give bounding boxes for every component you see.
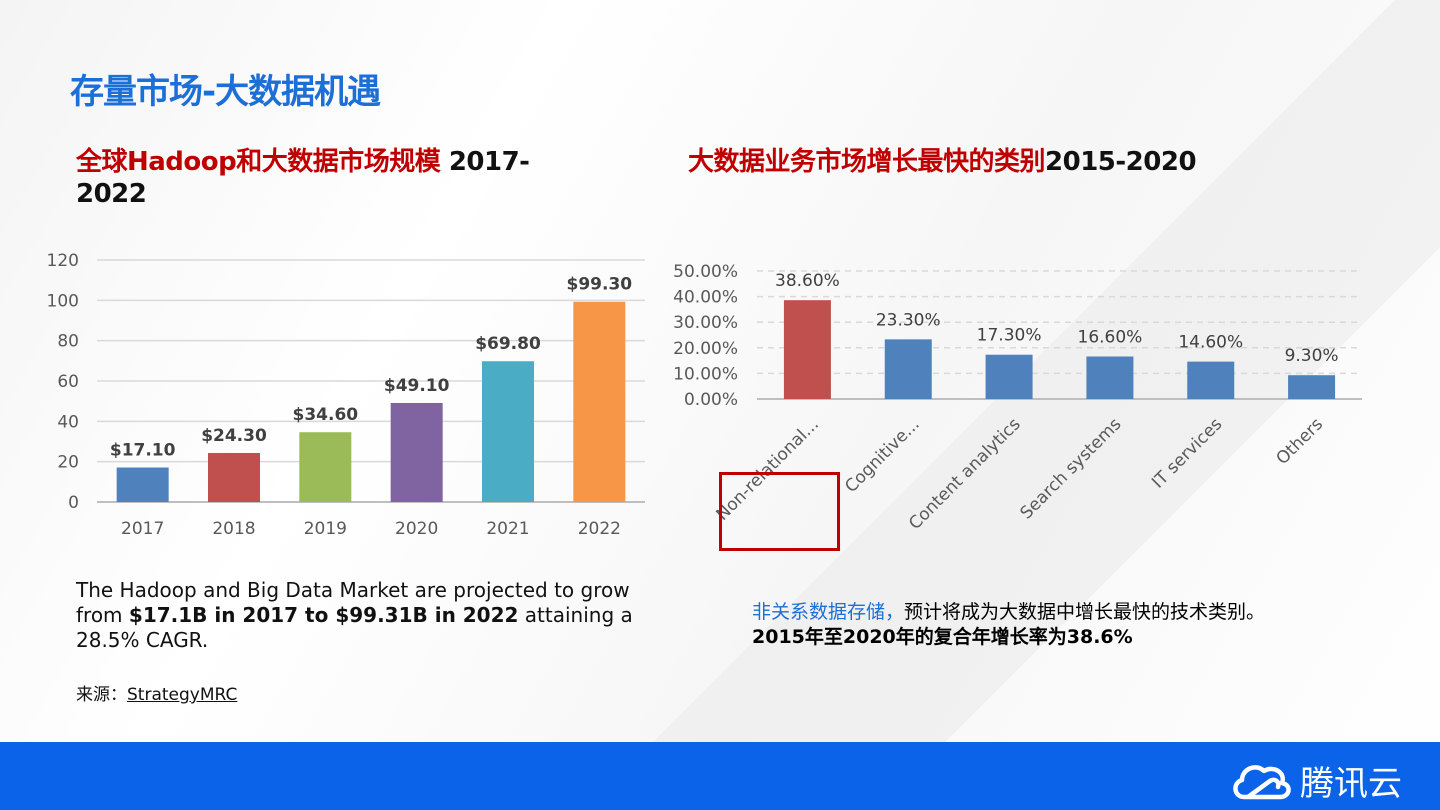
data-label: 9.30% bbox=[1285, 346, 1339, 366]
y-tick-label: 40 bbox=[57, 412, 79, 432]
data-label: $69.80 bbox=[475, 334, 541, 354]
x-tick-label: IT services bbox=[1148, 414, 1226, 492]
bar bbox=[482, 361, 534, 502]
x-tick-label: Cognitive... bbox=[841, 414, 924, 497]
data-label: $34.60 bbox=[293, 405, 359, 425]
left-title-red: 全球Hadoop和大数据市场规模 bbox=[76, 147, 441, 177]
left-chart-title: 全球Hadoop和大数据市场规模 2017- 2022 bbox=[76, 146, 596, 210]
page-title: 存量市场-大数据机遇 bbox=[70, 72, 381, 112]
data-label: 23.30% bbox=[876, 310, 941, 330]
data-label: 14.60% bbox=[1178, 333, 1243, 353]
note-text: 预计将成为大数据中增长最快的技术类别。 bbox=[904, 601, 1266, 623]
data-label: $17.10 bbox=[110, 441, 176, 461]
y-tick-label: 50.00% bbox=[673, 262, 738, 282]
source: 来源：StrategyMRC bbox=[76, 680, 237, 705]
data-label: $99.30 bbox=[567, 275, 633, 295]
bar bbox=[884, 339, 932, 399]
data-label: 38.60% bbox=[775, 271, 840, 291]
cloud-icon bbox=[1233, 764, 1291, 799]
x-tick-label: 2020 bbox=[395, 519, 438, 539]
y-tick-label: 80 bbox=[57, 332, 79, 352]
x-tick-label: Search systems bbox=[1016, 414, 1125, 523]
x-tick-label: Others bbox=[1273, 414, 1328, 469]
bar bbox=[1187, 361, 1235, 399]
bar bbox=[573, 301, 626, 502]
x-tick-label: 2017 bbox=[121, 519, 164, 539]
bar bbox=[208, 452, 260, 502]
tencent-cloud-logo: 腾讯云 bbox=[1230, 756, 1402, 805]
market-description: The Hadoop and Big Data Market are proje… bbox=[76, 578, 656, 653]
y-tick-label: 100 bbox=[47, 291, 79, 311]
data-label: $24.30 bbox=[201, 426, 267, 446]
right-title-red: 大数据业务市场增长最快的类别 bbox=[688, 147, 1046, 177]
brand-name: 腾讯云 bbox=[1300, 764, 1402, 804]
right-chart-title: 大数据业务市场增长最快的类别2015-2020 bbox=[688, 146, 1197, 178]
y-tick-label: 0 bbox=[68, 493, 79, 513]
growth-note: 非关系数据存储，预计将成为大数据中增长最快的技术类别。 2015年至2020年的复… bbox=[752, 600, 1265, 650]
bar bbox=[299, 432, 352, 502]
note-highlight: 非关系数据存储， bbox=[752, 601, 905, 623]
x-tick-label: Content analytics bbox=[905, 414, 1025, 534]
x-tick-label: 2019 bbox=[304, 519, 347, 539]
y-tick-label: 0.00% bbox=[684, 390, 738, 410]
bar bbox=[783, 300, 831, 399]
y-tick-label: 20 bbox=[57, 453, 79, 473]
x-tick-label: 2022 bbox=[578, 519, 621, 539]
left-title-years: 2017- bbox=[440, 147, 530, 177]
bar bbox=[390, 402, 443, 502]
left-title-years-end: 2022 bbox=[76, 179, 147, 209]
source-link[interactable]: StrategyMRC bbox=[127, 685, 238, 705]
x-tick-label: 2018 bbox=[212, 519, 255, 539]
y-tick-label: 30.00% bbox=[673, 313, 738, 333]
right-title-years: 2015-2020 bbox=[1045, 147, 1197, 177]
data-label: 16.60% bbox=[1078, 328, 1143, 348]
highlight-box bbox=[719, 472, 840, 551]
data-label: $49.10 bbox=[384, 376, 450, 396]
x-tick-label: 2021 bbox=[486, 519, 529, 539]
desc-text: The Hadoop and Big Data Market are proje… bbox=[76, 578, 630, 627]
category-growth-chart: 0.00% 10.00% 20.00% 30.00% 40.00% 50.00% 38.60… bbox=[673, 262, 1362, 534]
note-bold: 2015年至2020年的复合年增长率为38.6% bbox=[752, 626, 1133, 648]
desc-text-end: attaining a 28.5% CAGR. bbox=[76, 603, 633, 652]
hadoop-market-chart: 0 20 40 60 80 100 120 $17.10 2017 $24.30 2018 $34.6… bbox=[47, 251, 645, 539]
y-tick-label: 60 bbox=[57, 372, 79, 392]
y-tick-label: 20.00% bbox=[673, 339, 738, 359]
footer-bar: 腾讯云 bbox=[0, 742, 1440, 810]
data-label: 17.30% bbox=[977, 326, 1042, 346]
y-tick-label: 120 bbox=[47, 251, 79, 271]
bar bbox=[1086, 356, 1134, 399]
y-tick-label: 40.00% bbox=[673, 288, 738, 308]
y-tick-label: 10.00% bbox=[673, 364, 738, 384]
desc-bold: $17.1B in 2017 to $99.31B in 2022 bbox=[128, 603, 519, 627]
bar bbox=[985, 354, 1033, 399]
bar bbox=[1288, 375, 1336, 399]
bar bbox=[116, 467, 169, 502]
source-label: 来源： bbox=[76, 685, 127, 705]
